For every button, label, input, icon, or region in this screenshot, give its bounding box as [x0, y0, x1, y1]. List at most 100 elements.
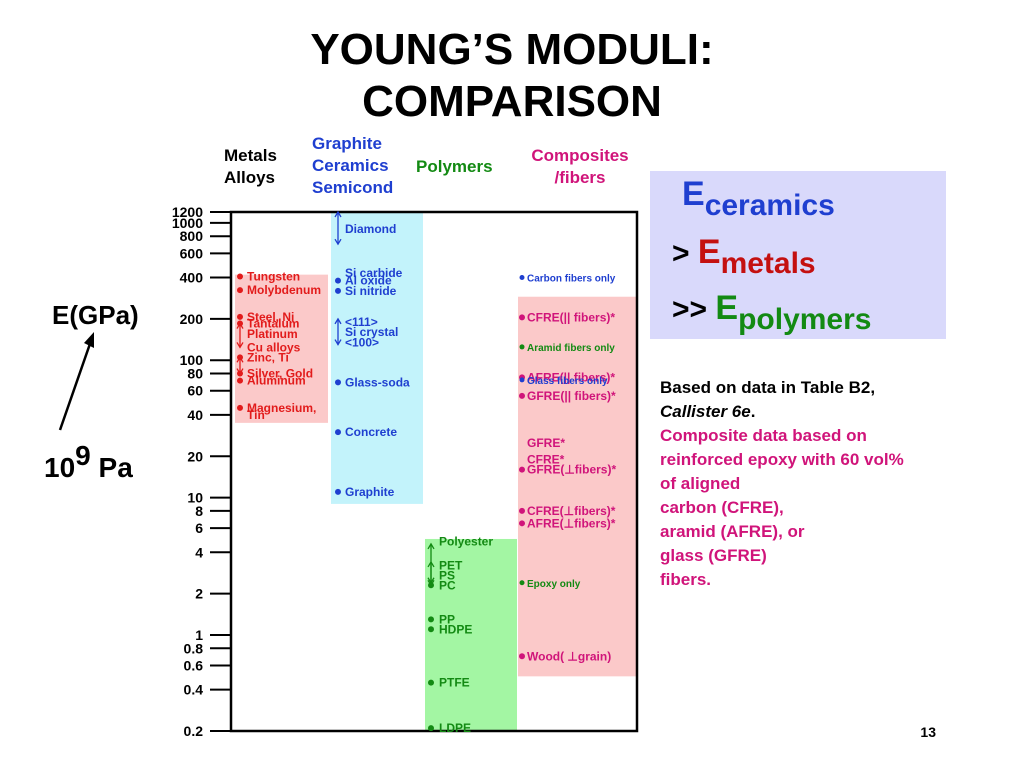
data-label: Zinc, Ti — [247, 350, 289, 364]
data-point — [237, 377, 243, 384]
summary-subscript: ceramics — [704, 189, 835, 222]
y-tick-label: 8 — [195, 503, 203, 519]
data-point — [519, 653, 525, 660]
data-point — [519, 377, 525, 383]
unit-arrowhead — [84, 332, 94, 348]
y-tick-label: 100 — [180, 352, 204, 368]
band-2 — [331, 212, 423, 504]
data-point — [519, 344, 525, 350]
column-header-line: /fibers — [554, 168, 606, 187]
title-line-1: YOUNG’S MODULI: — [310, 25, 714, 74]
y-tick-label: 0.8 — [184, 640, 204, 656]
data-point — [428, 725, 434, 732]
data-label: Si crystal — [345, 325, 398, 339]
y-tick-label: 1000 — [172, 215, 203, 231]
column-header-line: Graphite — [312, 134, 382, 153]
range-arrowhead — [334, 317, 342, 325]
data-point — [237, 354, 243, 361]
data-label: Silver, Gold — [247, 367, 313, 381]
column-header-ceramics: Graphite Ceramics Semicond — [312, 133, 393, 199]
data-label: Si nitride — [345, 284, 397, 298]
data-label: Epoxy only — [527, 579, 581, 590]
data-point — [335, 379, 341, 386]
column-header-line: Metals — [224, 146, 277, 165]
column-header-line: Ceramics — [312, 156, 389, 175]
data-label: GFRE(⊥fibers)* — [527, 463, 616, 477]
notes-line: aramid (AFRE), or — [660, 522, 805, 541]
data-label: PET — [439, 559, 463, 573]
range-arrowhead — [334, 339, 342, 346]
column-header-metals: Metals Alloys — [224, 145, 277, 189]
y-tick-label: 0.6 — [184, 657, 204, 673]
data-point — [428, 626, 434, 633]
data-label: Steel, Ni — [247, 310, 294, 324]
unit-base: 10 — [44, 452, 76, 483]
y-tick-label: 20 — [187, 448, 203, 464]
band-4 — [518, 296, 637, 677]
data-label: PTFE — [439, 676, 470, 690]
data-label: HDPE — [439, 622, 472, 636]
y-tick-label: 800 — [180, 228, 204, 244]
data-point — [519, 580, 525, 586]
data-label: Tantalum — [247, 317, 299, 331]
data-label: Cu alloys — [247, 340, 301, 354]
data-label: Platinum — [247, 327, 298, 341]
data-label: CFRE* — [527, 452, 565, 466]
y-tick-label: 60 — [187, 383, 203, 399]
data-label: Tungsten — [247, 270, 300, 284]
y-tick-label: 0.4 — [184, 682, 204, 698]
unit-label: 109 Pa — [44, 440, 133, 484]
data-point — [237, 287, 243, 294]
data-label: Tin — [247, 408, 265, 422]
data-point — [519, 314, 525, 321]
data-label: AFRE(⊥fibers)* — [527, 516, 616, 530]
notes-line: Composite data based on — [660, 426, 867, 445]
data-label: Aramid fibers only — [527, 343, 615, 354]
y-tick-label: 2 — [195, 586, 203, 602]
data-label: Si carbide — [345, 266, 403, 280]
column-header-polymers: Polymers — [416, 156, 493, 178]
y-tick-label: 200 — [180, 311, 204, 327]
page-number: 13 — [920, 724, 936, 740]
notes-source: Callister 6e. — [660, 400, 1000, 424]
notes-line: fibers. — [660, 570, 712, 589]
notes-period: . — [750, 402, 756, 421]
data-label: Magnesium, — [247, 401, 316, 415]
y-tick-label: 1 — [195, 627, 203, 643]
summary-prefix: >> — [672, 293, 708, 326]
column-header-line: Composites — [531, 146, 629, 165]
data-point — [335, 277, 341, 284]
notes-line: of aligned — [660, 474, 741, 493]
summary-box: Eceramics > Emetals >> Epolymers — [650, 171, 946, 339]
summary-symbol: E — [715, 289, 739, 327]
summary-symbol: E — [697, 233, 721, 271]
data-label: <100> — [345, 335, 379, 349]
y-tick-label: 600 — [180, 245, 204, 261]
data-label: AFRE(|| fibers)* — [527, 370, 615, 384]
unit-arrow — [58, 337, 94, 431]
notes-line: Based on data in Table B2, — [660, 378, 876, 397]
summary-symbol: E — [682, 175, 705, 213]
data-label: LDPE — [439, 721, 471, 735]
notes-line: glass (GFRE) — [660, 546, 767, 565]
data-point — [519, 275, 525, 281]
data-label: Glass-soda — [345, 375, 410, 389]
y-tick-label: 4 — [195, 544, 203, 560]
data-label: CFRE(⊥fibers)* — [527, 504, 616, 518]
data-label: Glass fibers only — [527, 376, 608, 387]
data-point — [335, 287, 341, 294]
band-3 — [425, 538, 517, 731]
data-point — [237, 370, 243, 377]
y-tick-label: 6 — [195, 520, 203, 536]
notes-line: reinforced epoxy with 60 vol% — [660, 450, 904, 469]
source-notes: Based on data in Table B2, Callister 6e.… — [660, 376, 1000, 592]
axis-label: E(GPa) — [52, 300, 139, 330]
data-label: CFRE(|| fibers)* — [527, 310, 615, 324]
data-point — [519, 466, 525, 473]
range-arrowhead — [236, 342, 244, 349]
data-point — [335, 488, 341, 495]
summary-subscript: metals — [720, 247, 816, 280]
data-label: GFRE* — [527, 436, 565, 450]
summary-line-ceramics: Eceramics — [682, 175, 835, 222]
